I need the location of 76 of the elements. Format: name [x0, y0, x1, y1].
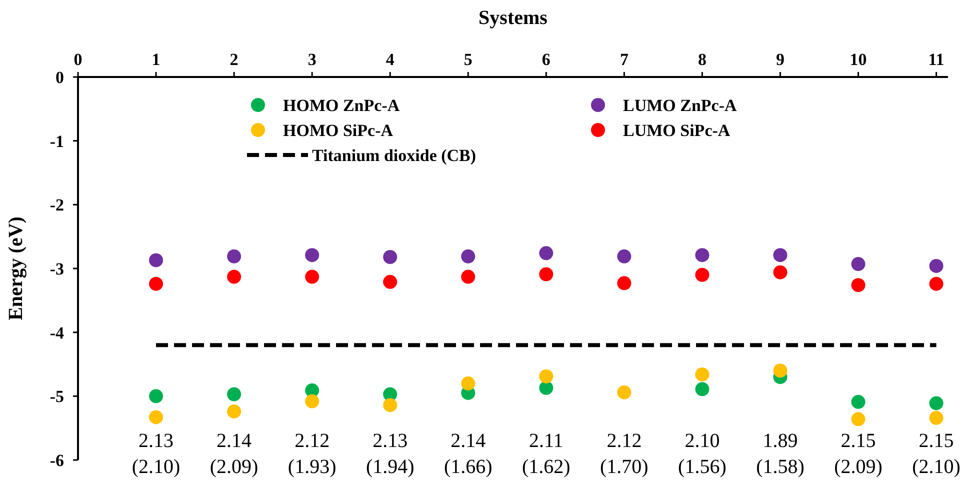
point	[149, 410, 164, 424]
point	[695, 268, 710, 282]
x-tick-label: 5	[464, 50, 472, 69]
point	[929, 396, 944, 410]
point	[851, 412, 866, 426]
annotation: 2.12 (1.93)	[288, 430, 336, 478]
point	[695, 367, 710, 382]
annotation: 1.89 (1.58)	[756, 430, 804, 478]
point	[695, 248, 710, 262]
point	[305, 270, 320, 284]
x-axis-title: Systems	[478, 7, 548, 29]
annotation: 2.15 (2.09)	[834, 430, 882, 478]
x-tick-label: 8	[698, 50, 706, 69]
y-tick-label: -2	[50, 196, 64, 215]
point	[149, 389, 164, 404]
point	[383, 274, 398, 289]
annotation: 2.10 (1.56)	[678, 430, 726, 478]
point	[929, 410, 944, 425]
annotation: 2.14 (2.09)	[210, 430, 258, 478]
point	[617, 385, 632, 400]
y-tick-label: -4	[50, 323, 64, 342]
point	[383, 398, 398, 412]
point	[929, 276, 944, 291]
point	[305, 394, 320, 408]
point	[539, 267, 554, 282]
point	[227, 249, 242, 264]
annotation: 2.11 (1.62)	[522, 430, 570, 478]
annotation: 2.15 (2.10)	[912, 430, 960, 478]
point	[773, 265, 788, 280]
y-tick-label: -5	[50, 387, 64, 406]
x-tick-label: 9	[776, 50, 784, 69]
annotation: 2.12 (1.70)	[600, 430, 648, 478]
legend-label: Titanium dioxide (CB)	[312, 146, 476, 165]
legend-label: HOMO ZnPc-A	[283, 96, 400, 115]
point	[539, 369, 554, 384]
y-axis-title: Energy (eV)	[5, 216, 27, 320]
legend-label: LUMO ZnPc-A	[623, 96, 738, 115]
point	[461, 249, 476, 264]
point	[851, 257, 866, 272]
point	[773, 364, 788, 378]
point	[305, 248, 320, 262]
x-tick-label: 4	[386, 50, 395, 69]
point	[227, 387, 242, 402]
point	[461, 376, 476, 390]
point	[851, 394, 866, 409]
x-tick-label: 1	[152, 50, 160, 69]
y-tick-label: -3	[50, 259, 64, 278]
point	[383, 250, 398, 264]
point	[149, 253, 164, 268]
point	[227, 270, 242, 284]
point	[539, 246, 554, 260]
x-tick-label: 0	[74, 50, 82, 69]
x-tick-label: 3	[308, 50, 316, 69]
point	[851, 278, 866, 292]
point	[929, 258, 944, 273]
annotation: 2.13 (1.94)	[366, 430, 414, 478]
point	[617, 276, 632, 290]
x-tick-label: 7	[620, 50, 629, 69]
x-tick-label: 2	[230, 50, 238, 69]
point	[227, 404, 242, 418]
legend-label: HOMO SiPc-A	[283, 120, 394, 140]
point	[149, 276, 164, 291]
legend-label: LUMO SiPc-A	[623, 120, 731, 140]
x-tick-label: 10	[850, 50, 867, 69]
x-tick-label: 6	[542, 50, 550, 69]
point	[539, 380, 554, 395]
annotation: 2.13 (2.10)	[132, 430, 180, 478]
annotation: 2.14 (1.66)	[444, 430, 492, 478]
y-tick-label: -6	[50, 450, 64, 470]
point	[773, 248, 788, 262]
y-tick-label: -1	[50, 132, 64, 151]
point	[695, 382, 710, 396]
point	[461, 270, 476, 284]
y-tick-label: 0	[56, 68, 64, 87]
point	[617, 249, 632, 264]
x-tick-label: 11	[928, 50, 944, 69]
